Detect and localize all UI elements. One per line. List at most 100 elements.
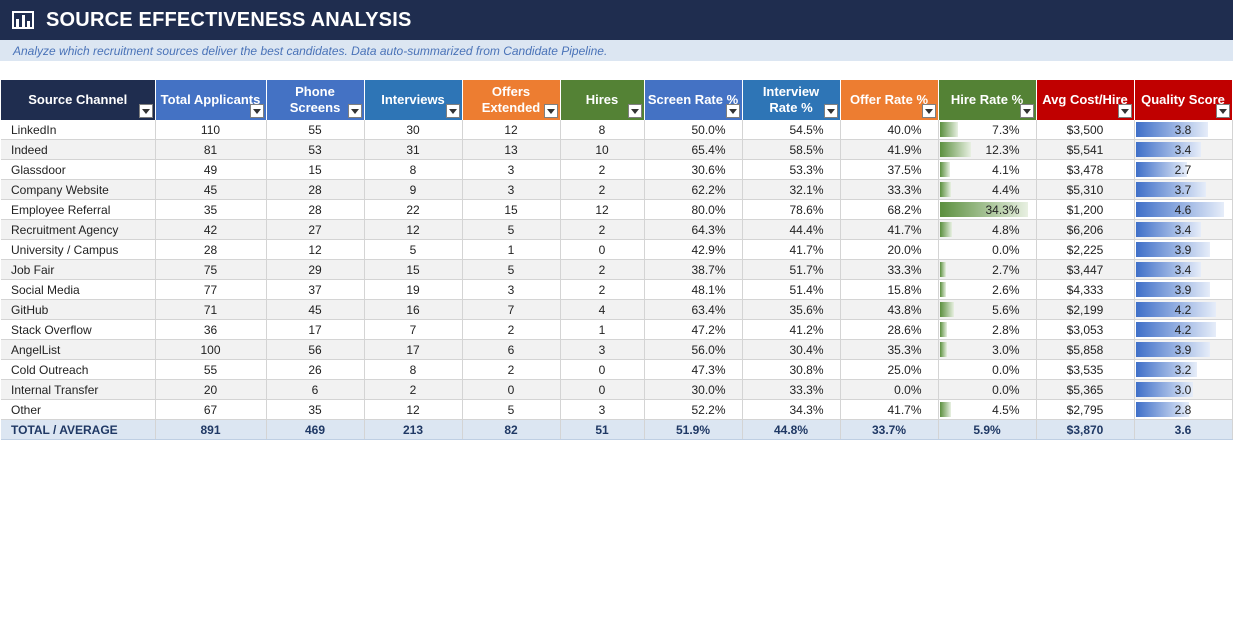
- cell-interview-rate[interactable]: 33.3%: [742, 379, 841, 400]
- cell-quality-score[interactable]: 3.9: [1134, 239, 1233, 260]
- cell-source-channel[interactable]: GitHub: [1, 299, 156, 320]
- cell-total-applicants[interactable]: 891: [155, 419, 267, 440]
- cell-hires[interactable]: 1: [560, 319, 645, 340]
- filter-dropdown-icon[interactable]: [921, 104, 936, 118]
- cell-avg-cost-hire[interactable]: $5,365: [1036, 379, 1135, 400]
- cell-hires[interactable]: 2: [560, 259, 645, 280]
- cell-offer-rate[interactable]: 41.7%: [840, 399, 939, 420]
- cell-hire-rate[interactable]: 4.1%: [938, 159, 1037, 180]
- cell-offers-extended[interactable]: 5: [462, 399, 561, 420]
- cell-offers-extended[interactable]: 6: [462, 339, 561, 360]
- cell-hires[interactable]: 2: [560, 219, 645, 240]
- filter-dropdown-icon[interactable]: [627, 104, 642, 118]
- cell-offer-rate[interactable]: 43.8%: [840, 299, 939, 320]
- cell-avg-cost-hire[interactable]: $5,858: [1036, 339, 1135, 360]
- cell-offers-extended[interactable]: 12: [462, 120, 561, 140]
- cell-interview-rate[interactable]: 41.7%: [742, 239, 841, 260]
- cell-total-applicants[interactable]: 42: [155, 219, 267, 240]
- cell-interviews[interactable]: 19: [364, 279, 463, 300]
- cell-hire-rate[interactable]: 2.8%: [938, 319, 1037, 340]
- col-header-phone-screens[interactable]: Phone Screens: [266, 80, 365, 120]
- cell-source-channel[interactable]: Other: [1, 399, 156, 420]
- cell-quality-score[interactable]: 3.9: [1134, 279, 1233, 300]
- cell-quality-score[interactable]: 4.2: [1134, 299, 1233, 320]
- filter-dropdown-icon[interactable]: [249, 104, 264, 118]
- col-header-quality-score[interactable]: Quality Score: [1134, 80, 1233, 120]
- cell-interviews[interactable]: 12: [364, 399, 463, 420]
- cell-total-applicants[interactable]: 67: [155, 399, 267, 420]
- cell-hires[interactable]: 8: [560, 120, 645, 140]
- cell-avg-cost-hire[interactable]: $3,053: [1036, 319, 1135, 340]
- cell-hires[interactable]: 2: [560, 159, 645, 180]
- cell-avg-cost-hire[interactable]: $5,310: [1036, 179, 1135, 200]
- cell-avg-cost-hire[interactable]: $2,795: [1036, 399, 1135, 420]
- cell-source-channel[interactable]: Indeed: [1, 139, 156, 160]
- col-header-interview-rate[interactable]: Interview Rate %: [742, 80, 841, 120]
- cell-total-applicants[interactable]: 81: [155, 139, 267, 160]
- cell-hires[interactable]: 0: [560, 379, 645, 400]
- cell-source-channel[interactable]: Social Media: [1, 279, 156, 300]
- cell-hire-rate[interactable]: 0.0%: [938, 239, 1037, 260]
- cell-quality-score[interactable]: 3.2: [1134, 359, 1233, 380]
- cell-hire-rate[interactable]: 5.9%: [938, 419, 1037, 440]
- cell-source-channel[interactable]: Recruitment Agency: [1, 219, 156, 240]
- cell-phone-screens[interactable]: 35: [266, 399, 365, 420]
- cell-hire-rate[interactable]: 4.5%: [938, 399, 1037, 420]
- cell-phone-screens[interactable]: 28: [266, 199, 365, 220]
- cell-avg-cost-hire[interactable]: $5,541: [1036, 139, 1135, 160]
- cell-hires[interactable]: 3: [560, 339, 645, 360]
- cell-phone-screens[interactable]: 45: [266, 299, 365, 320]
- cell-interviews[interactable]: 31: [364, 139, 463, 160]
- cell-hires[interactable]: 0: [560, 239, 645, 260]
- cell-offers-extended[interactable]: 7: [462, 299, 561, 320]
- cell-offers-extended[interactable]: 5: [462, 259, 561, 280]
- cell-screen-rate[interactable]: 50.0%: [644, 120, 743, 140]
- cell-quality-score[interactable]: 3.8: [1134, 120, 1233, 140]
- cell-screen-rate[interactable]: 64.3%: [644, 219, 743, 240]
- cell-offer-rate[interactable]: 35.3%: [840, 339, 939, 360]
- cell-interviews[interactable]: 16: [364, 299, 463, 320]
- cell-total-applicants[interactable]: 36: [155, 319, 267, 340]
- cell-screen-rate[interactable]: 65.4%: [644, 139, 743, 160]
- cell-hire-rate[interactable]: 4.4%: [938, 179, 1037, 200]
- cell-hire-rate[interactable]: 5.6%: [938, 299, 1037, 320]
- cell-quality-score[interactable]: 4.6: [1134, 199, 1233, 220]
- cell-offers-extended[interactable]: 82: [462, 419, 561, 440]
- filter-dropdown-icon[interactable]: [1215, 104, 1230, 118]
- cell-screen-rate[interactable]: 52.2%: [644, 399, 743, 420]
- cell-phone-screens[interactable]: 27: [266, 219, 365, 240]
- cell-phone-screens[interactable]: 53: [266, 139, 365, 160]
- cell-offer-rate[interactable]: 33.3%: [840, 179, 939, 200]
- cell-hires[interactable]: 12: [560, 199, 645, 220]
- cell-interviews[interactable]: 9: [364, 179, 463, 200]
- cell-offer-rate[interactable]: 40.0%: [840, 120, 939, 140]
- cell-total-applicants[interactable]: 71: [155, 299, 267, 320]
- cell-source-channel[interactable]: AngelList: [1, 339, 156, 360]
- cell-offers-extended[interactable]: 3: [462, 159, 561, 180]
- cell-quality-score[interactable]: 3.4: [1134, 139, 1233, 160]
- cell-avg-cost-hire[interactable]: $3,535: [1036, 359, 1135, 380]
- cell-phone-screens[interactable]: 56: [266, 339, 365, 360]
- cell-total-applicants[interactable]: 49: [155, 159, 267, 180]
- cell-offers-extended[interactable]: 2: [462, 319, 561, 340]
- cell-source-channel[interactable]: University / Campus: [1, 239, 156, 260]
- filter-dropdown-icon[interactable]: [347, 104, 362, 118]
- cell-hires[interactable]: 51: [560, 419, 645, 440]
- cell-quality-score[interactable]: 3.4: [1134, 219, 1233, 240]
- filter-dropdown-icon[interactable]: [1117, 104, 1132, 118]
- cell-interview-rate[interactable]: 44.4%: [742, 219, 841, 240]
- cell-interviews[interactable]: 213: [364, 419, 463, 440]
- cell-offer-rate[interactable]: 41.7%: [840, 219, 939, 240]
- cell-total-applicants[interactable]: 35: [155, 199, 267, 220]
- filter-dropdown-icon[interactable]: [823, 104, 838, 118]
- cell-offers-extended[interactable]: 3: [462, 179, 561, 200]
- cell-phone-screens[interactable]: 26: [266, 359, 365, 380]
- cell-source-channel[interactable]: Glassdoor: [1, 159, 156, 180]
- cell-avg-cost-hire[interactable]: $3,500: [1036, 120, 1135, 140]
- cell-source-channel[interactable]: TOTAL / AVERAGE: [1, 419, 156, 440]
- col-header-hires[interactable]: Hires: [560, 80, 645, 120]
- cell-screen-rate[interactable]: 42.9%: [644, 239, 743, 260]
- cell-interviews[interactable]: 30: [364, 120, 463, 140]
- cell-total-applicants[interactable]: 77: [155, 279, 267, 300]
- cell-quality-score[interactable]: 3.4: [1134, 259, 1233, 280]
